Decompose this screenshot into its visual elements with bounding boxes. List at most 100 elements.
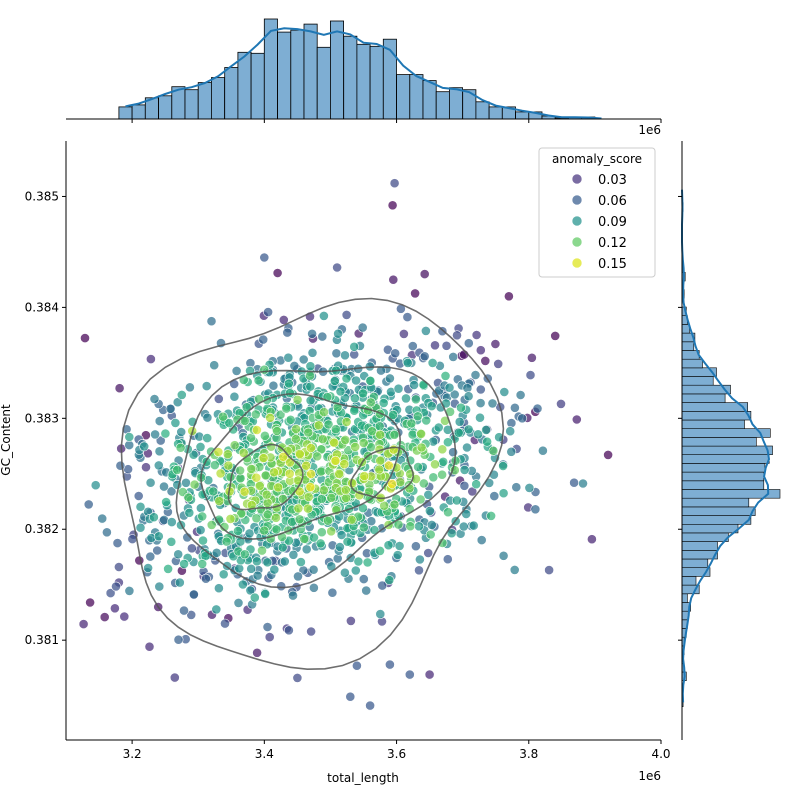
x-tick-label: 3.8	[519, 747, 538, 761]
scatter-point	[250, 409, 261, 420]
scatter-point	[442, 554, 453, 565]
scatter-point	[278, 451, 289, 462]
scatter-point	[329, 437, 340, 448]
scatter-point	[340, 350, 350, 361]
scatter-point	[305, 370, 315, 381]
scatter-point	[306, 626, 316, 637]
scatter-point	[262, 557, 273, 568]
scatter-point	[458, 521, 469, 532]
scatter-point	[276, 581, 287, 592]
top-histogram-bar	[409, 74, 424, 120]
scatter-point	[486, 511, 496, 521]
scatter-point	[200, 573, 211, 584]
scatter-point	[393, 383, 404, 394]
scatter-point	[392, 550, 403, 560]
right-kde-curve	[681, 189, 771, 703]
scatter-point	[114, 383, 125, 394]
scatter-point	[342, 536, 353, 547]
main-plot: 3.2 3.4 3.6 3.8 4.0 0.3810.3820.3830.3840.38…	[0, 141, 671, 785]
scatter-point	[257, 545, 267, 556]
scatter-point	[176, 389, 187, 400]
scatter-point	[202, 433, 213, 443]
scatter-point	[345, 691, 356, 702]
scatter-point	[375, 546, 385, 556]
scatter-point	[155, 435, 166, 446]
scatter-point	[189, 479, 200, 490]
legend-title: anomaly_score	[552, 152, 642, 166]
scatter-point	[284, 468, 295, 479]
scatter-point	[433, 422, 444, 433]
scatter-point	[322, 515, 333, 526]
scatter-point	[424, 669, 435, 680]
scatter-point	[538, 445, 548, 456]
scatter-point	[83, 499, 94, 510]
scatter-point	[145, 354, 156, 364]
scatter-point	[251, 556, 262, 567]
scatter-point	[249, 592, 260, 603]
scatter-point	[410, 288, 420, 299]
scatter-point	[387, 200, 398, 211]
scatter-point	[375, 455, 386, 466]
scatter-point	[480, 355, 491, 366]
scatter-point	[269, 467, 279, 478]
scatter-point	[215, 468, 226, 479]
scatter-point	[195, 503, 206, 513]
scatter-point	[298, 354, 309, 365]
scatter-point	[223, 460, 234, 471]
scatter-point	[143, 563, 153, 573]
right-histogram-bar	[681, 523, 739, 534]
scatter-point	[269, 564, 280, 575]
scatter-point	[237, 579, 248, 590]
scatter-point	[378, 398, 389, 408]
top-histogram-bar	[290, 29, 305, 120]
scatter-point	[349, 341, 360, 352]
scatter-point	[251, 425, 262, 435]
scatter-point	[213, 393, 224, 404]
scatter-point	[346, 514, 357, 525]
scatter-point	[345, 616, 356, 626]
y-axis-ticks: 0.381 0.382 0.383 0.384 0.385	[25, 189, 66, 647]
scatter-point	[463, 391, 474, 402]
scatter-point	[358, 388, 368, 399]
top-histogram-bar	[184, 89, 199, 120]
scatter-point	[402, 357, 413, 368]
scatter-point	[124, 586, 135, 596]
scatter-point	[452, 330, 462, 341]
scatter-point	[213, 583, 224, 594]
top-offset-label: 1e6	[638, 123, 661, 137]
scatter-point	[358, 438, 369, 448]
scatter-point	[259, 252, 270, 263]
scatter-point	[405, 521, 416, 532]
scatter-point	[272, 268, 283, 278]
scatter-point	[173, 549, 184, 560]
scatter-point	[172, 397, 183, 408]
kde-contour-line	[227, 443, 304, 511]
scatter-point	[309, 532, 319, 543]
scatter-point	[150, 429, 160, 440]
scatter-point	[349, 393, 360, 404]
scatter-point	[239, 486, 250, 497]
top-histogram-bar	[118, 106, 133, 120]
scatter-point	[234, 563, 245, 574]
scatter-point	[330, 455, 341, 466]
scatter-point	[253, 375, 264, 386]
scatter-point	[428, 472, 439, 483]
right-histogram-bar	[681, 454, 770, 464]
top-histogram-bar	[303, 23, 318, 120]
scatter-point	[159, 481, 169, 492]
scatter-point	[410, 394, 421, 405]
scatter-point	[462, 383, 473, 393]
scatter-point	[427, 357, 438, 368]
scatter-point	[307, 347, 318, 358]
scatter-point	[569, 477, 579, 488]
legend-label: 0.12	[598, 236, 627, 251]
scatter-point	[184, 507, 195, 518]
scatter-point	[233, 598, 244, 608]
scatter-point	[273, 482, 284, 493]
scatter-point	[152, 545, 163, 556]
scatter-point	[550, 330, 561, 341]
scatter-point	[112, 538, 123, 548]
scatter-point	[78, 619, 89, 629]
right-histogram-bar	[681, 549, 718, 560]
scatter-point	[418, 379, 429, 390]
